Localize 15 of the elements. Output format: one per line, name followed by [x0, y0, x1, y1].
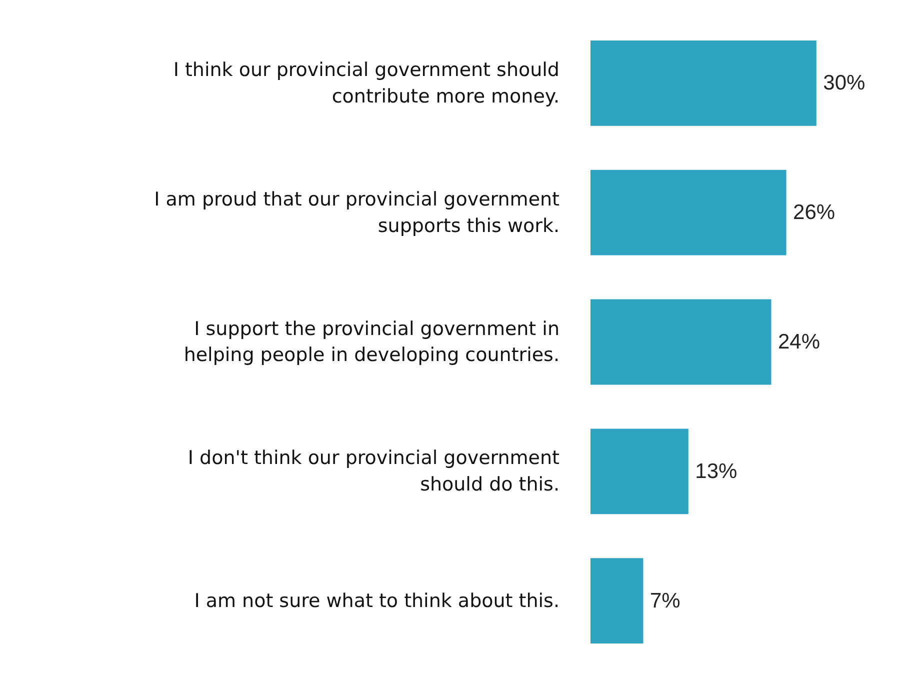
bar — [590, 170, 786, 256]
bar — [590, 428, 688, 514]
data-label: 24% — [778, 330, 820, 354]
data-label: 26% — [793, 201, 836, 224]
bar — [590, 40, 816, 126]
bar — [590, 299, 772, 385]
y-tick-label: I am not sure what to think about this. — [194, 590, 560, 612]
y-tick-label: I support the provincial government in helping people in developing countries. — [184, 318, 560, 366]
bar — [590, 558, 644, 644]
y-tick-label: I am proud that our provincial government supports this work. — [154, 188, 560, 237]
y-tick-label: I don't think our provincial government should do this. — [188, 447, 560, 496]
data-label: 30% — [823, 72, 866, 95]
data-label: 7% — [650, 589, 680, 612]
y-tick-label: I think our provincial government should contribute more money. — [173, 58, 560, 108]
data-label: 13% — [695, 460, 738, 483]
